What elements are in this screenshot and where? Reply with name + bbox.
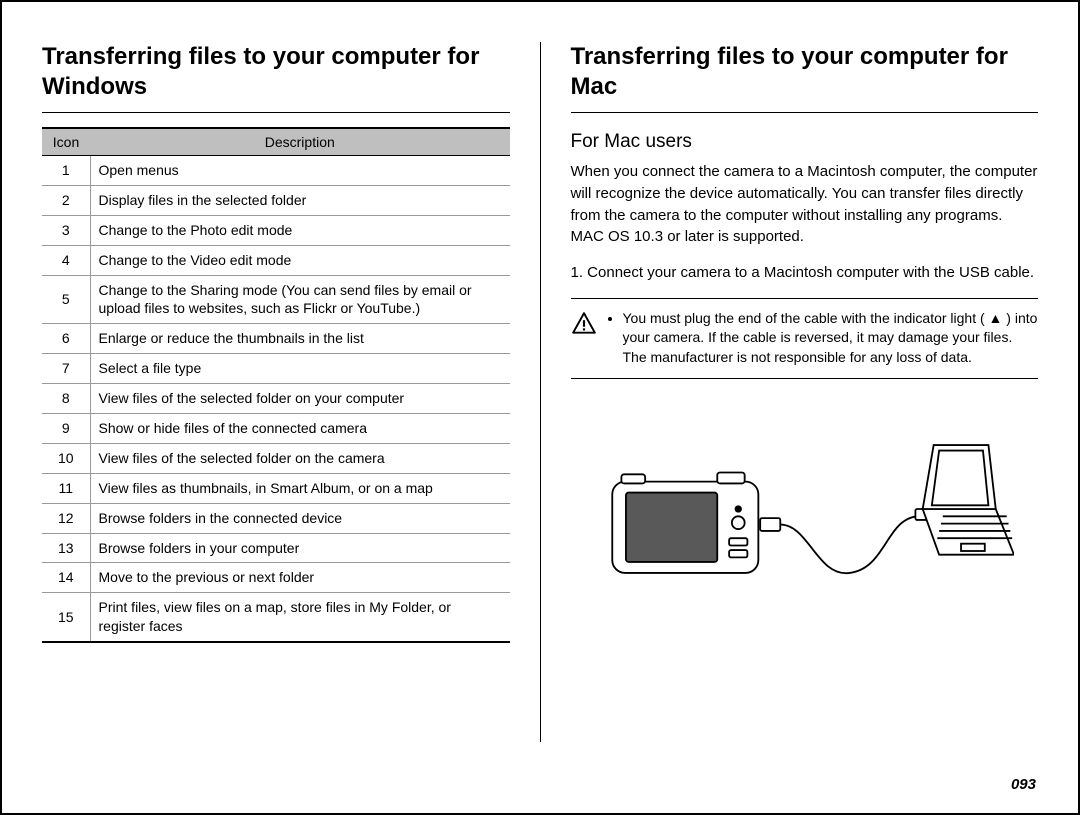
icon-number-cell: 8 [42, 384, 90, 414]
warning-note: You must plug the end of the cable with … [571, 298, 1039, 379]
warning-list: You must plug the end of the cable with … [609, 309, 1039, 368]
description-cell: View files of the selected folder on you… [90, 384, 510, 414]
icon-number-cell: 2 [42, 185, 90, 215]
table-row: 15Print files, view files on a map, stor… [42, 593, 510, 642]
camera-laptop-illustration [571, 409, 1039, 614]
description-cell: Open menus [90, 156, 510, 186]
mac-subtitle: For Mac users [571, 131, 1039, 153]
table-row: 1Open menus [42, 156, 510, 186]
description-cell: Change to the Photo edit mode [90, 215, 510, 245]
manual-page: Transferring files to your computer for … [0, 0, 1080, 815]
description-cell: Browse folders in your computer [90, 533, 510, 563]
table-row: 13Browse folders in your computer [42, 533, 510, 563]
icon-number-cell: 13 [42, 533, 90, 563]
icon-number-cell: 11 [42, 473, 90, 503]
table-row: 9Show or hide files of the connected cam… [42, 414, 510, 444]
description-cell: Print files, view files on a map, store … [90, 593, 510, 642]
table-row: 12Browse folders in the connected device [42, 503, 510, 533]
icon-description-table: Icon Description 1Open menus2Display fil… [42, 127, 510, 643]
table-row: 4Change to the Video edit mode [42, 245, 510, 275]
icon-number-cell: 4 [42, 245, 90, 275]
table-header-row: Icon Description [42, 128, 510, 156]
table-row: 10View files of the selected folder on t… [42, 443, 510, 473]
warning-bullet: You must plug the end of the cable with … [623, 309, 1039, 368]
icon-number-cell: 10 [42, 443, 90, 473]
table-row: 7Select a file type [42, 354, 510, 384]
icon-number-cell: 6 [42, 324, 90, 354]
table-row: 5Change to the Sharing mode (You can sen… [42, 275, 510, 324]
description-cell: Move to the previous or next folder [90, 563, 510, 593]
left-column: Transferring files to your computer for … [42, 42, 510, 742]
table-row: 3Change to the Photo edit mode [42, 215, 510, 245]
icon-number-cell: 5 [42, 275, 90, 324]
connection-diagram-svg [594, 409, 1014, 609]
description-cell: Change to the Sharing mode (You can send… [90, 275, 510, 324]
description-cell: View files as thumbnails, in Smart Album… [90, 473, 510, 503]
step-1: 1. Connect your camera to a Macintosh co… [571, 262, 1039, 284]
table-row: 8View files of the selected folder on yo… [42, 384, 510, 414]
windows-section-title: Transferring files to your computer for … [42, 42, 510, 113]
column-divider [540, 42, 541, 742]
icon-number-cell: 15 [42, 593, 90, 642]
icon-number-cell: 1 [42, 156, 90, 186]
mac-intro-paragraph: When you connect the camera to a Macinto… [571, 161, 1039, 248]
col-header-description: Description [90, 128, 510, 156]
two-column-layout: Transferring files to your computer for … [42, 42, 1038, 742]
right-column: Transferring files to your computer for … [571, 42, 1039, 742]
icon-number-cell: 9 [42, 414, 90, 444]
icon-number-cell: 14 [42, 563, 90, 593]
table-row: 2Display files in the selected folder [42, 185, 510, 215]
description-cell: Show or hide files of the connected came… [90, 414, 510, 444]
icon-number-cell: 12 [42, 503, 90, 533]
table-row: 14Move to the previous or next folder [42, 563, 510, 593]
warning-triangle-icon [571, 311, 597, 343]
table-row: 11View files as thumbnails, in Smart Alb… [42, 473, 510, 503]
description-cell: Browse folders in the connected device [90, 503, 510, 533]
description-cell: Change to the Video edit mode [90, 245, 510, 275]
col-header-icon: Icon [42, 128, 90, 156]
description-cell: Display files in the selected folder [90, 185, 510, 215]
icon-number-cell: 3 [42, 215, 90, 245]
icon-number-cell: 7 [42, 354, 90, 384]
description-cell: Select a file type [90, 354, 510, 384]
page-number: 093 [1011, 776, 1036, 793]
mac-section-title: Transferring files to your computer for … [571, 42, 1039, 113]
table-row: 6Enlarge or reduce the thumbnails in the… [42, 324, 510, 354]
description-cell: Enlarge or reduce the thumbnails in the … [90, 324, 510, 354]
description-cell: View files of the selected folder on the… [90, 443, 510, 473]
